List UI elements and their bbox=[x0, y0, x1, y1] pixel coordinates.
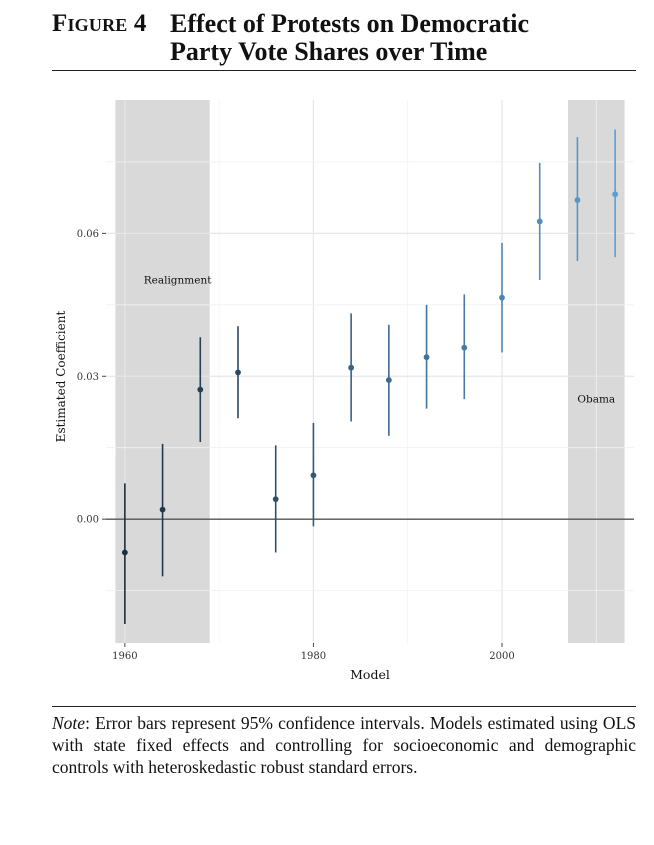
estimate-1992 bbox=[423, 304, 430, 409]
figure-title: Effect of Protests on Democratic Party V… bbox=[170, 10, 529, 66]
estimate-1984 bbox=[348, 313, 355, 422]
point-2004 bbox=[536, 218, 543, 225]
coefficient-chart: Realignment Obama 0.00 0.03 0.06 1960 1980 200… bbox=[54, 100, 634, 682]
point-1964 bbox=[159, 506, 166, 513]
data-marks bbox=[121, 129, 619, 624]
point-2012 bbox=[612, 191, 619, 198]
region-labels: Realignment Obama bbox=[144, 274, 615, 405]
estimate-1964 bbox=[159, 443, 166, 577]
x-axis-title: Model bbox=[350, 667, 390, 682]
point-1980 bbox=[310, 472, 317, 479]
estimate-2008 bbox=[574, 137, 581, 261]
figure-title-line-2: Party Vote Shares over Time bbox=[170, 37, 488, 66]
bottom-rule bbox=[52, 706, 636, 707]
y-axis-title: Estimated Coefficient bbox=[54, 311, 68, 443]
shaded-regions bbox=[115, 100, 625, 643]
y-tick-label: 0.03 bbox=[77, 372, 99, 383]
point-1992 bbox=[423, 354, 430, 361]
point-2000 bbox=[499, 294, 505, 301]
figure-title-line-1: Effect of Protests on Democratic bbox=[170, 9, 530, 38]
figure-note: Note: Error bars represent 95% confidenc… bbox=[52, 712, 636, 778]
y-tick-label: 0.06 bbox=[77, 229, 99, 240]
x-tick-label: 1980 bbox=[301, 651, 326, 662]
estimate-1980 bbox=[310, 422, 317, 527]
point-1972 bbox=[235, 369, 241, 376]
point-1976 bbox=[272, 496, 279, 503]
point-1960 bbox=[121, 549, 128, 556]
estimate-1996 bbox=[461, 294, 468, 400]
region-label-obama: Obama bbox=[577, 393, 615, 405]
figure-label: Figure 4 bbox=[52, 10, 147, 37]
figure-header: Figure 4 Effect of Protests on Democrati… bbox=[52, 6, 636, 70]
estimate-1976 bbox=[272, 445, 279, 553]
y-tick-label: 0.00 bbox=[77, 515, 99, 526]
x-tick-label: 1960 bbox=[112, 651, 137, 662]
estimate-2000 bbox=[499, 242, 505, 353]
estimate-1972 bbox=[235, 326, 241, 419]
estimate-1968 bbox=[197, 337, 204, 442]
point-2008 bbox=[574, 197, 581, 203]
point-1988 bbox=[385, 377, 392, 383]
note-text: : Error bars represent 95% confidence in… bbox=[52, 713, 636, 777]
estimate-2004 bbox=[536, 162, 543, 281]
note-label: Note bbox=[52, 713, 86, 733]
estimate-1960 bbox=[121, 483, 128, 624]
point-1996 bbox=[461, 344, 468, 351]
estimate-1988 bbox=[385, 324, 392, 436]
region-label-realignment: Realignment bbox=[144, 274, 213, 286]
axes: 0.00 0.03 0.06 1960 1980 2000 Model Estimated C… bbox=[54, 229, 515, 682]
estimate-2012 bbox=[612, 129, 619, 258]
point-1968 bbox=[197, 386, 204, 393]
point-1984 bbox=[348, 364, 355, 371]
top-rule bbox=[52, 70, 636, 71]
x-tick-label: 2000 bbox=[489, 651, 514, 662]
